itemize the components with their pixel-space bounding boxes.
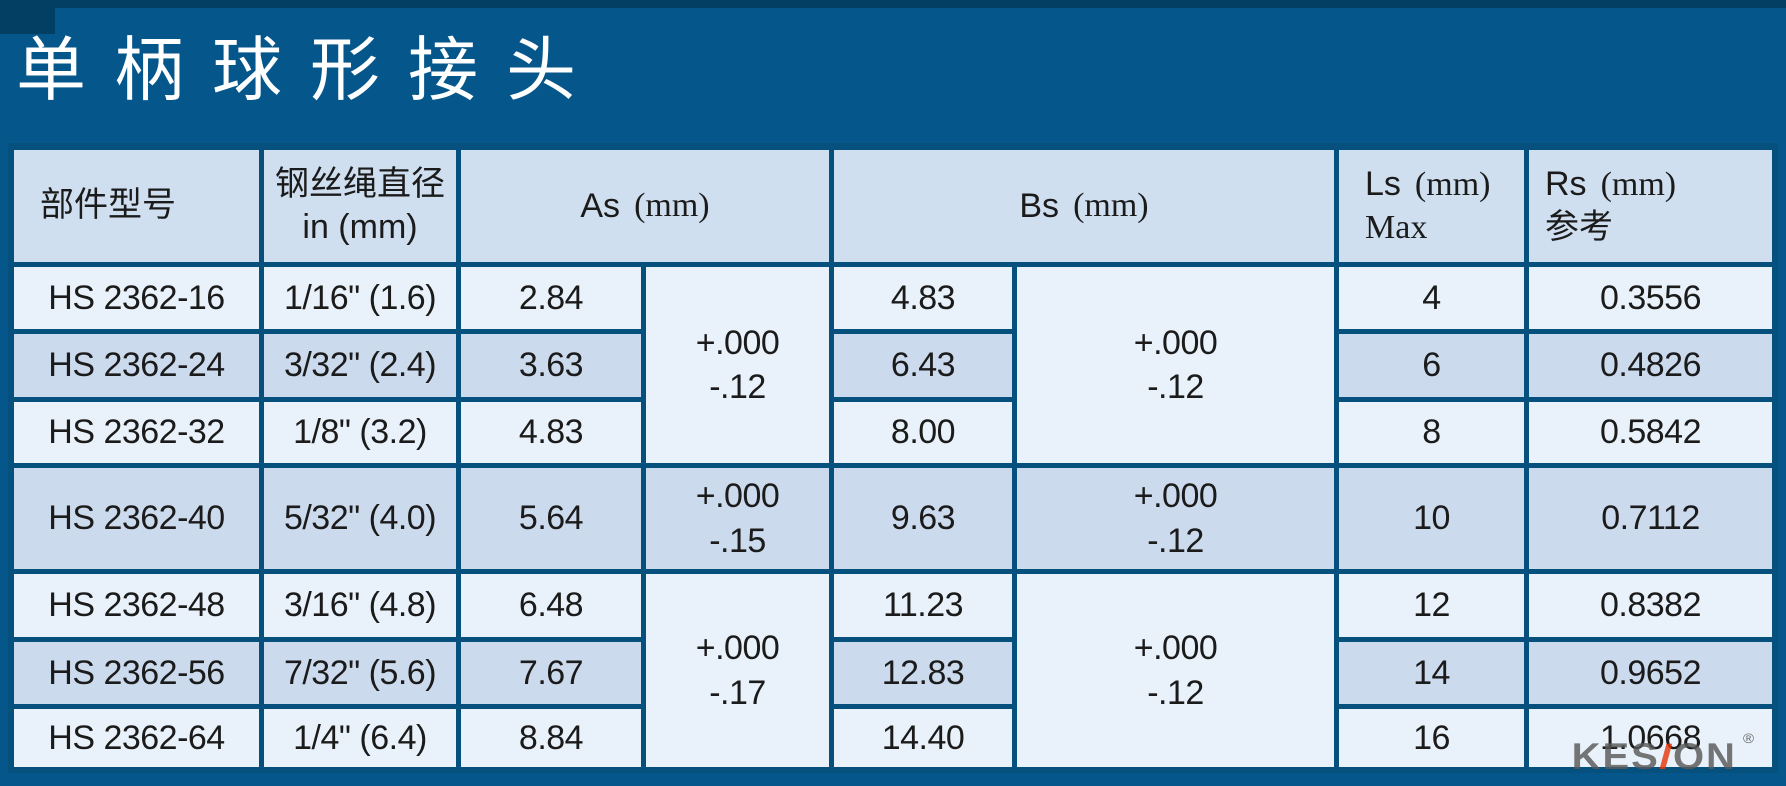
bs-header: Bs (mm) — [834, 150, 1334, 262]
diameter-cell: 3/32" (2.4) — [264, 334, 456, 397]
as-tolerance-cell-group3: +.000 -.17 — [646, 574, 829, 767]
ls-header-line2: Max — [1365, 208, 1428, 246]
as-tolerance-cell-group1: +.000 -.12 — [646, 267, 829, 463]
ls-value-cell: 14 — [1339, 642, 1524, 704]
model-cell: HS 2362-64 — [14, 709, 259, 767]
bs-value-cell: 14.40 — [834, 709, 1012, 767]
corner-block — [0, 8, 55, 34]
rs-header-line2: 参考 — [1545, 208, 1613, 246]
rs-value-cell: 0.3556 — [1529, 267, 1772, 329]
part-model-header: 部件型号 — [14, 150, 259, 262]
ls-header-line1: Ls (mm) — [1365, 165, 1491, 203]
model-cell: HS 2362-16 — [14, 267, 259, 329]
part-model-header-label: 部件型号 — [40, 186, 176, 224]
ls-value-cell: 10 — [1339, 468, 1524, 569]
top-strip — [0, 0, 1786, 8]
as-header-unit: (mm) — [634, 186, 710, 224]
bs-value-cell: 9.63 — [834, 468, 1012, 569]
as-value-cell: 4.83 — [461, 402, 641, 463]
rs-value-cell: 1.0668 — [1529, 709, 1772, 767]
rs-value-cell: 0.9652 — [1529, 642, 1772, 704]
bs-header-unit: (mm) — [1073, 186, 1149, 224]
diameter-cell: 7/32" (5.6) — [264, 642, 456, 704]
as-value-cell: 5.64 — [461, 468, 641, 569]
model-cell: HS 2362-40 — [14, 468, 259, 569]
ls-value-cell: 8 — [1339, 402, 1524, 463]
rs-value-cell: 0.8382 — [1529, 574, 1772, 637]
kesion-logo-part1: KES — [1571, 736, 1660, 778]
diameter-cell: 5/32" (4.0) — [264, 468, 456, 569]
ls-value-cell: 4 — [1339, 267, 1524, 329]
as-header: As (mm) — [461, 150, 829, 262]
bs-value-cell: 4.83 — [834, 267, 1012, 329]
model-cell: HS 2362-48 — [14, 574, 259, 637]
bs-value-cell: 12.83 — [834, 642, 1012, 704]
wire-diameter-header-line2: in (mm) — [302, 208, 418, 246]
diameter-cell: 1/8" (3.2) — [264, 402, 456, 463]
ls-value-cell: 16 — [1339, 709, 1524, 767]
ls-value-cell: 6 — [1339, 334, 1524, 397]
ls-header: Ls (mm) Max — [1339, 150, 1524, 262]
page-title: 单柄球形接头 — [16, 33, 604, 110]
spec-table: 部件型号 钢丝绳直径 in (mm) As (mm) Bs (mm) Ls (mm… — [8, 143, 1778, 773]
rs-value-cell: 0.7112 — [1529, 468, 1772, 569]
as-value-cell: 6.48 — [461, 574, 641, 637]
as-value-cell: 3.63 — [461, 334, 641, 397]
wire-diameter-header-line1: 钢丝绳直径 — [275, 165, 445, 203]
as-value-cell: 2.84 — [461, 267, 641, 329]
kesion-logo: KESION ® — [1572, 731, 1756, 778]
wire-diameter-header: 钢丝绳直径 in (mm) — [264, 150, 456, 262]
model-cell: HS 2362-56 — [14, 642, 259, 704]
ls-value-cell: 12 — [1339, 574, 1524, 637]
as-header-label: As — [580, 186, 621, 225]
rs-header-line1: Rs (mm) — [1545, 165, 1677, 203]
bs-tolerance-cell-group1: +.000 -.12 — [1017, 267, 1334, 463]
diameter-cell: 1/4" (6.4) — [264, 709, 456, 767]
bs-value-cell: 11.23 — [834, 574, 1012, 637]
bs-value-cell: 6.43 — [834, 334, 1012, 397]
diameter-cell: 1/16" (1.6) — [264, 267, 456, 329]
rs-value-cell: 0.5842 — [1529, 402, 1772, 463]
rs-value-cell: 0.4826 — [1529, 334, 1772, 397]
bs-tolerance-cell: +.000 -.12 — [1017, 468, 1334, 569]
kesion-logo-part2: ON — [1672, 736, 1737, 778]
registered-trademark-icon: ® — [1742, 731, 1756, 747]
as-value-cell: 7.67 — [461, 642, 641, 704]
diameter-cell: 3/16" (4.8) — [264, 574, 456, 637]
as-value-cell: 8.84 — [461, 709, 641, 767]
model-cell: HS 2362-32 — [14, 402, 259, 463]
as-tolerance-cell: +.000 -.15 — [646, 468, 829, 569]
bs-header-label: Bs — [1019, 186, 1060, 225]
bs-tolerance-cell-group3: +.000 -.12 — [1017, 574, 1334, 767]
model-cell: HS 2362-24 — [14, 334, 259, 397]
rs-header: Rs (mm) 参考 — [1529, 150, 1772, 262]
bs-value-cell: 8.00 — [834, 402, 1012, 463]
